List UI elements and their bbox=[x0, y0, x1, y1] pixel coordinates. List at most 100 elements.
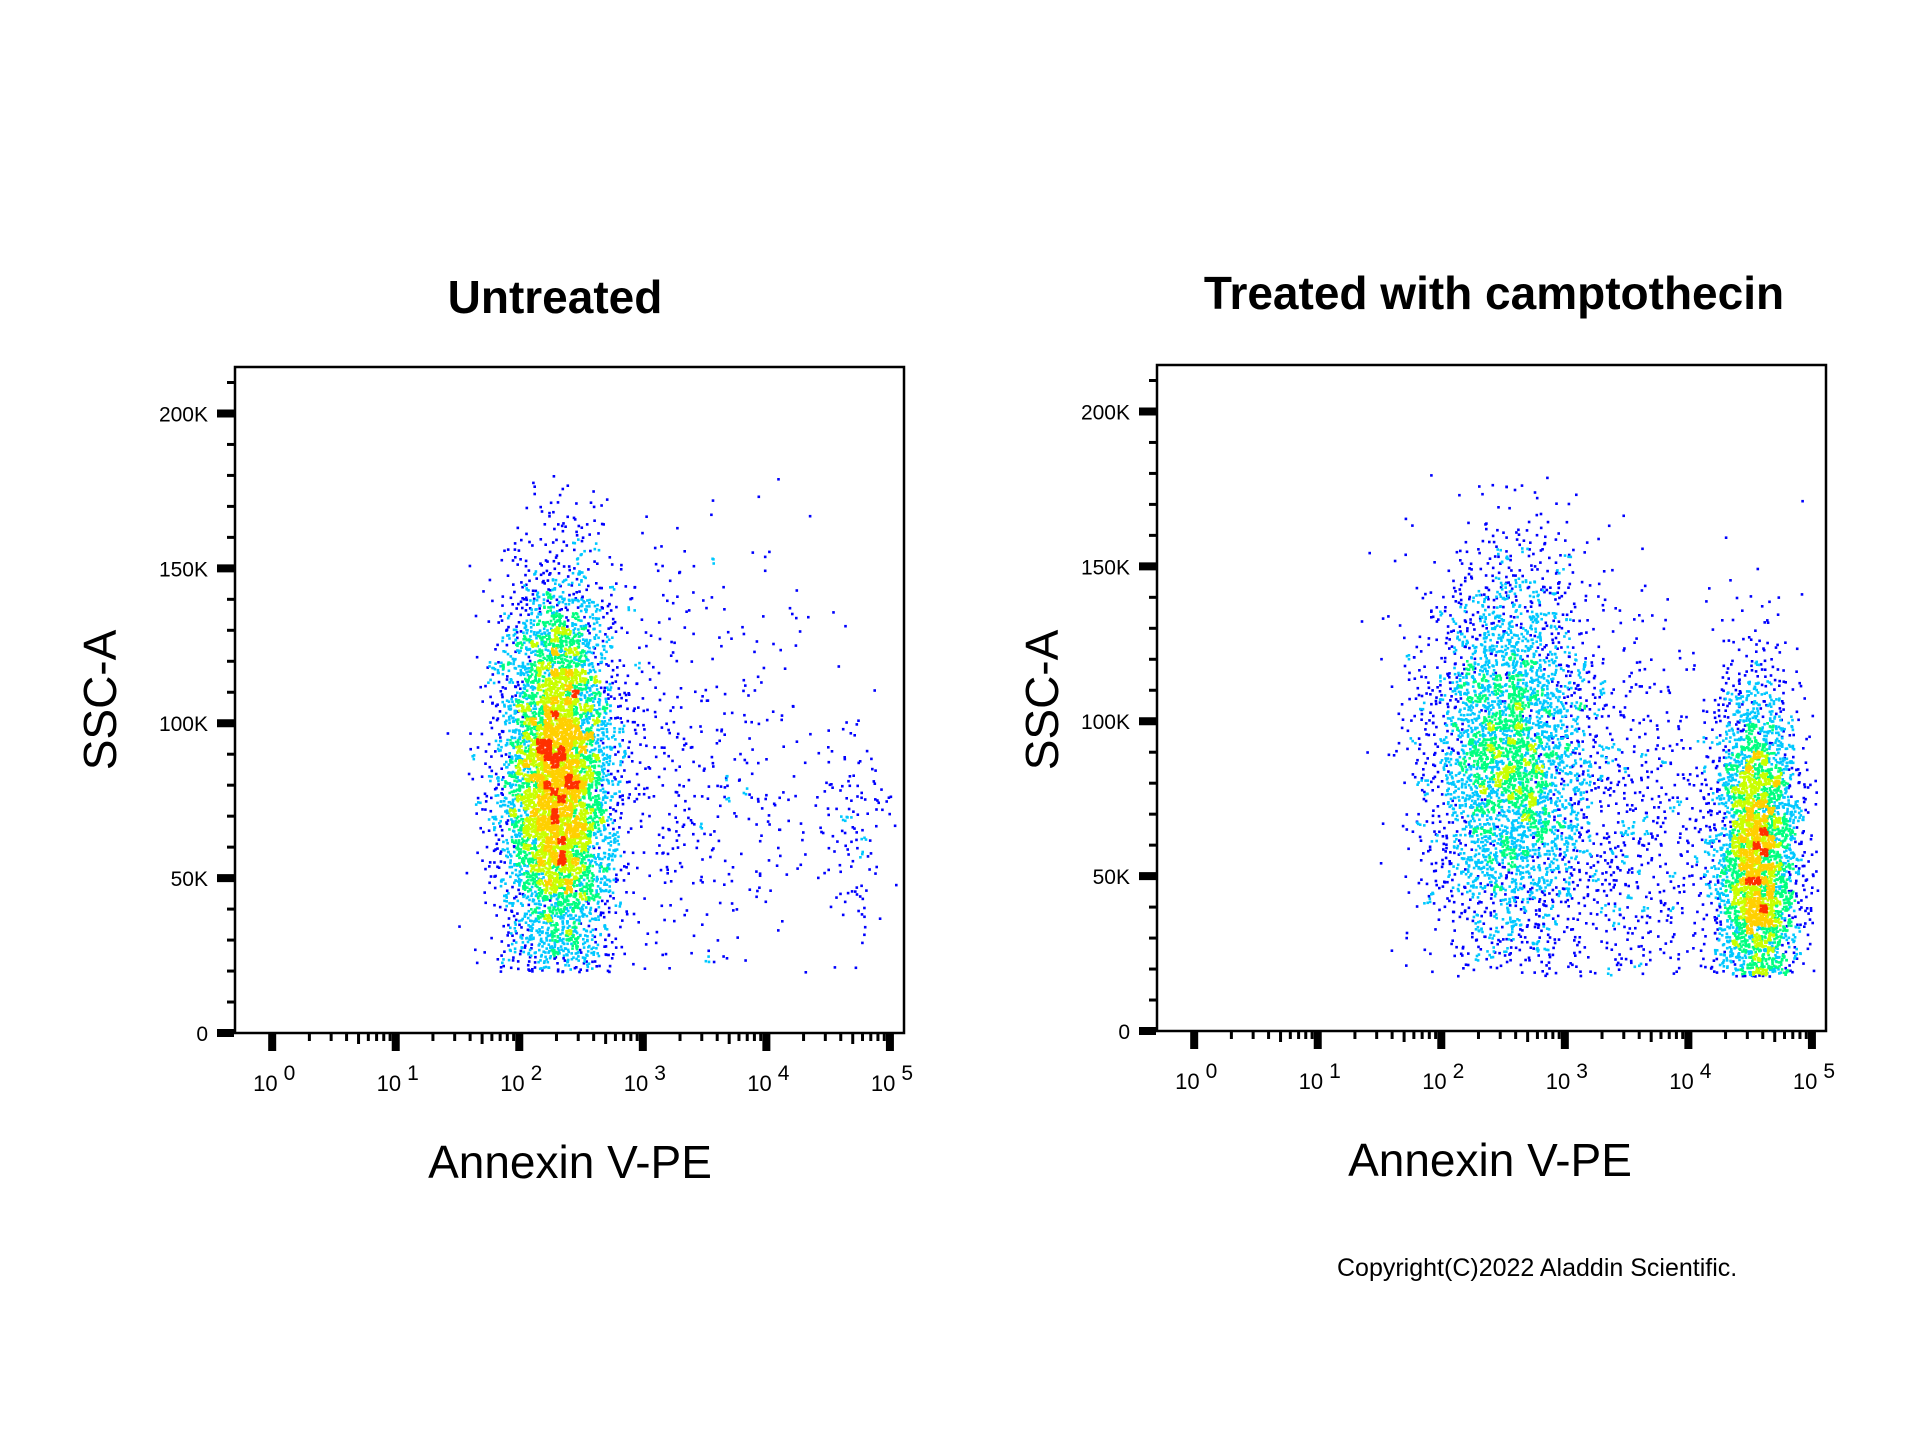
data-point bbox=[514, 923, 517, 926]
data-point bbox=[594, 691, 597, 695]
data-point bbox=[519, 814, 523, 818]
data-point bbox=[823, 871, 826, 875]
data-point bbox=[605, 680, 608, 684]
data-point bbox=[518, 694, 522, 698]
data-point bbox=[534, 673, 538, 677]
data-point bbox=[598, 707, 601, 711]
data-point bbox=[592, 718, 595, 722]
data-point bbox=[572, 541, 575, 545]
data-point bbox=[553, 954, 556, 958]
data-point bbox=[601, 762, 605, 765]
data-point bbox=[523, 641, 526, 645]
data-point bbox=[507, 923, 510, 927]
data-point bbox=[506, 855, 510, 859]
data-point bbox=[522, 683, 526, 687]
data-point bbox=[552, 894, 556, 898]
data-point bbox=[484, 867, 487, 871]
data-point bbox=[631, 760, 634, 763]
data-point bbox=[582, 575, 586, 578]
data-point bbox=[716, 939, 720, 942]
data-point bbox=[772, 802, 776, 806]
data-point bbox=[514, 718, 518, 722]
data-point bbox=[533, 817, 536, 821]
data-point bbox=[597, 892, 600, 896]
data-point bbox=[614, 833, 617, 837]
data-point bbox=[540, 868, 544, 872]
data-point bbox=[599, 829, 602, 833]
data-point bbox=[590, 883, 593, 886]
data-point bbox=[574, 853, 578, 856]
data-point bbox=[681, 825, 685, 828]
data-point bbox=[528, 898, 531, 902]
data-point bbox=[550, 680, 553, 683]
data-point bbox=[561, 660, 564, 663]
data-point bbox=[595, 758, 599, 761]
chart-title: Treated with camptothecin bbox=[1203, 267, 1785, 319]
data-point bbox=[545, 936, 548, 940]
data-point bbox=[702, 599, 705, 602]
data-point bbox=[540, 727, 544, 730]
data-point bbox=[475, 961, 479, 965]
data-point bbox=[626, 631, 629, 634]
data-point bbox=[592, 616, 595, 620]
data-point bbox=[592, 846, 596, 850]
data-point bbox=[583, 819, 586, 822]
data-point bbox=[698, 764, 701, 768]
data-point bbox=[528, 788, 532, 792]
data-point bbox=[587, 699, 590, 702]
data-point bbox=[564, 963, 567, 967]
data-point bbox=[581, 805, 585, 809]
data-point bbox=[579, 814, 583, 818]
data-point bbox=[547, 596, 550, 599]
data-point bbox=[542, 598, 546, 601]
data-point bbox=[527, 718, 531, 721]
data-point bbox=[580, 632, 583, 636]
data-point bbox=[594, 909, 597, 913]
data-point bbox=[573, 875, 577, 879]
data-point bbox=[514, 789, 518, 793]
data-point bbox=[582, 946, 586, 949]
data-point bbox=[561, 931, 564, 935]
data-point bbox=[584, 815, 587, 818]
data-point bbox=[534, 634, 538, 637]
data-point bbox=[748, 737, 751, 740]
data-point bbox=[562, 565, 566, 568]
data-point bbox=[581, 651, 585, 654]
data-point bbox=[545, 958, 548, 961]
data-point bbox=[514, 868, 518, 872]
data-point bbox=[573, 623, 577, 626]
data-point bbox=[561, 591, 565, 594]
data-point bbox=[543, 523, 547, 526]
data-point bbox=[523, 854, 527, 858]
data-point bbox=[850, 865, 853, 868]
data-point bbox=[548, 672, 552, 675]
data-point bbox=[527, 569, 531, 572]
data-point bbox=[508, 729, 511, 733]
data-point bbox=[538, 610, 542, 614]
x-axis-label: Annexin V-PE bbox=[428, 1136, 712, 1188]
data-point bbox=[580, 539, 584, 543]
data-point bbox=[628, 793, 631, 796]
data-point bbox=[513, 745, 517, 749]
data-point bbox=[563, 623, 567, 626]
data-point bbox=[545, 694, 549, 697]
data-point bbox=[526, 783, 530, 786]
data-point bbox=[538, 648, 541, 651]
data-point bbox=[820, 830, 823, 834]
data-point bbox=[609, 688, 612, 692]
data-point bbox=[563, 905, 566, 909]
data-point bbox=[609, 586, 612, 589]
data-point bbox=[526, 703, 529, 706]
data-point bbox=[741, 625, 744, 629]
data-point bbox=[517, 808, 521, 812]
data-point bbox=[525, 603, 529, 606]
data-point bbox=[540, 707, 543, 711]
data-point bbox=[552, 617, 556, 621]
data-point bbox=[611, 668, 615, 672]
data-point bbox=[560, 939, 564, 942]
data-point bbox=[614, 809, 618, 813]
data-point bbox=[519, 641, 523, 645]
data-point bbox=[601, 857, 604, 861]
data-point bbox=[585, 683, 589, 687]
data-point bbox=[548, 634, 551, 638]
